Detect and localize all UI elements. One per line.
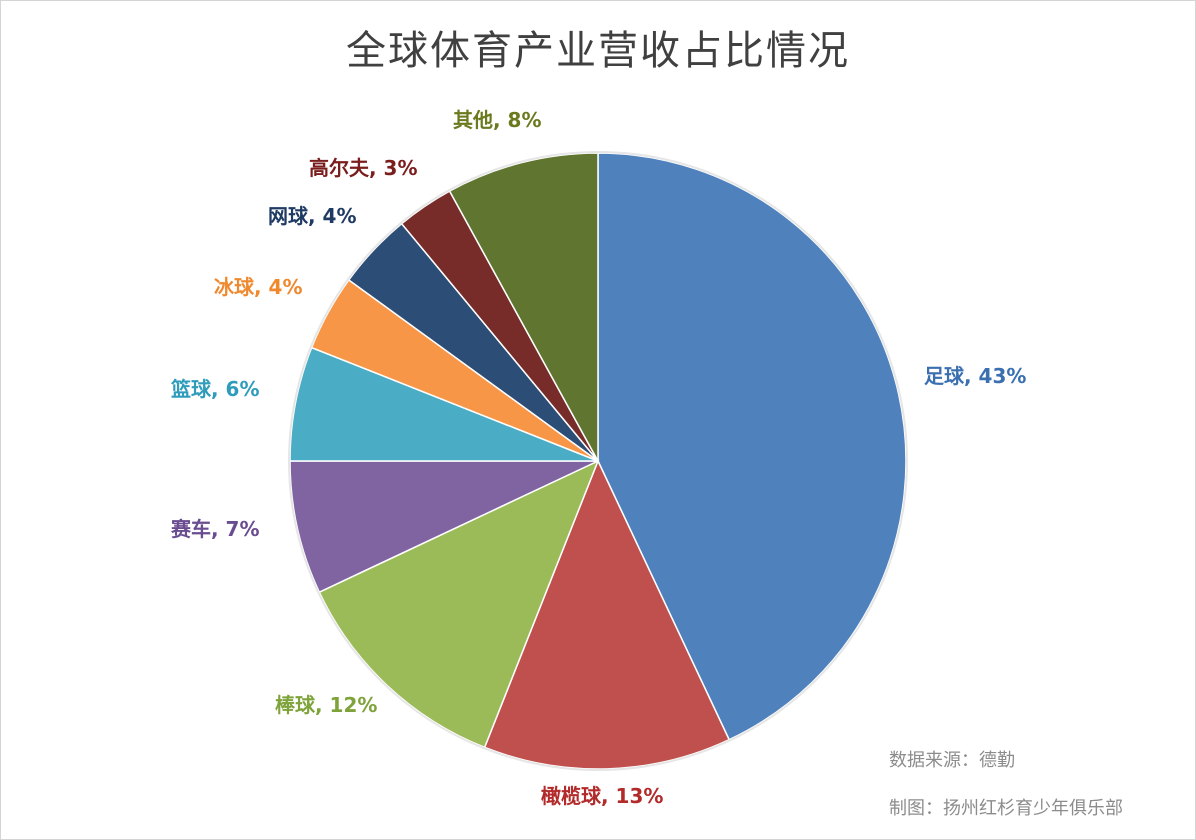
data-source-note: 数据来源：德勤 xyxy=(889,750,1015,771)
chart-title: 全球体育产业营收占比情况 xyxy=(346,28,850,74)
slice-label-6: 网球, 4% xyxy=(268,204,357,228)
pie-outline xyxy=(288,151,908,771)
slice-label-8: 其他, 8% xyxy=(453,108,542,132)
slice-label-3: 赛车, 7% xyxy=(170,517,260,541)
pie-slice-8 xyxy=(448,152,599,462)
pie-slice-0 xyxy=(597,152,907,741)
slice-label-0: 足球, 43% xyxy=(924,364,1026,388)
slice-label-4: 篮球, 6% xyxy=(170,377,260,401)
slice-label-7: 高尔夫, 3% xyxy=(309,156,418,180)
credit-note: 制图：扬州红杉育少年俱乐部 xyxy=(889,798,1123,819)
pie-slice-1 xyxy=(483,459,731,770)
pie-slices xyxy=(288,151,908,771)
slice-label-2: 棒球, 12% xyxy=(275,693,377,717)
slice-label-5: 冰球, 4% xyxy=(214,275,303,299)
slice-label-1: 橄榄球, 13% xyxy=(541,784,663,808)
slice-labels: 足球, 43% 橄榄球, 13% 棒球, 12% 赛车, 7% 篮球, 6% 冰球, 4%… xyxy=(170,108,1026,808)
pie-slice-3 xyxy=(289,460,599,594)
pie-slice-2 xyxy=(318,459,600,749)
